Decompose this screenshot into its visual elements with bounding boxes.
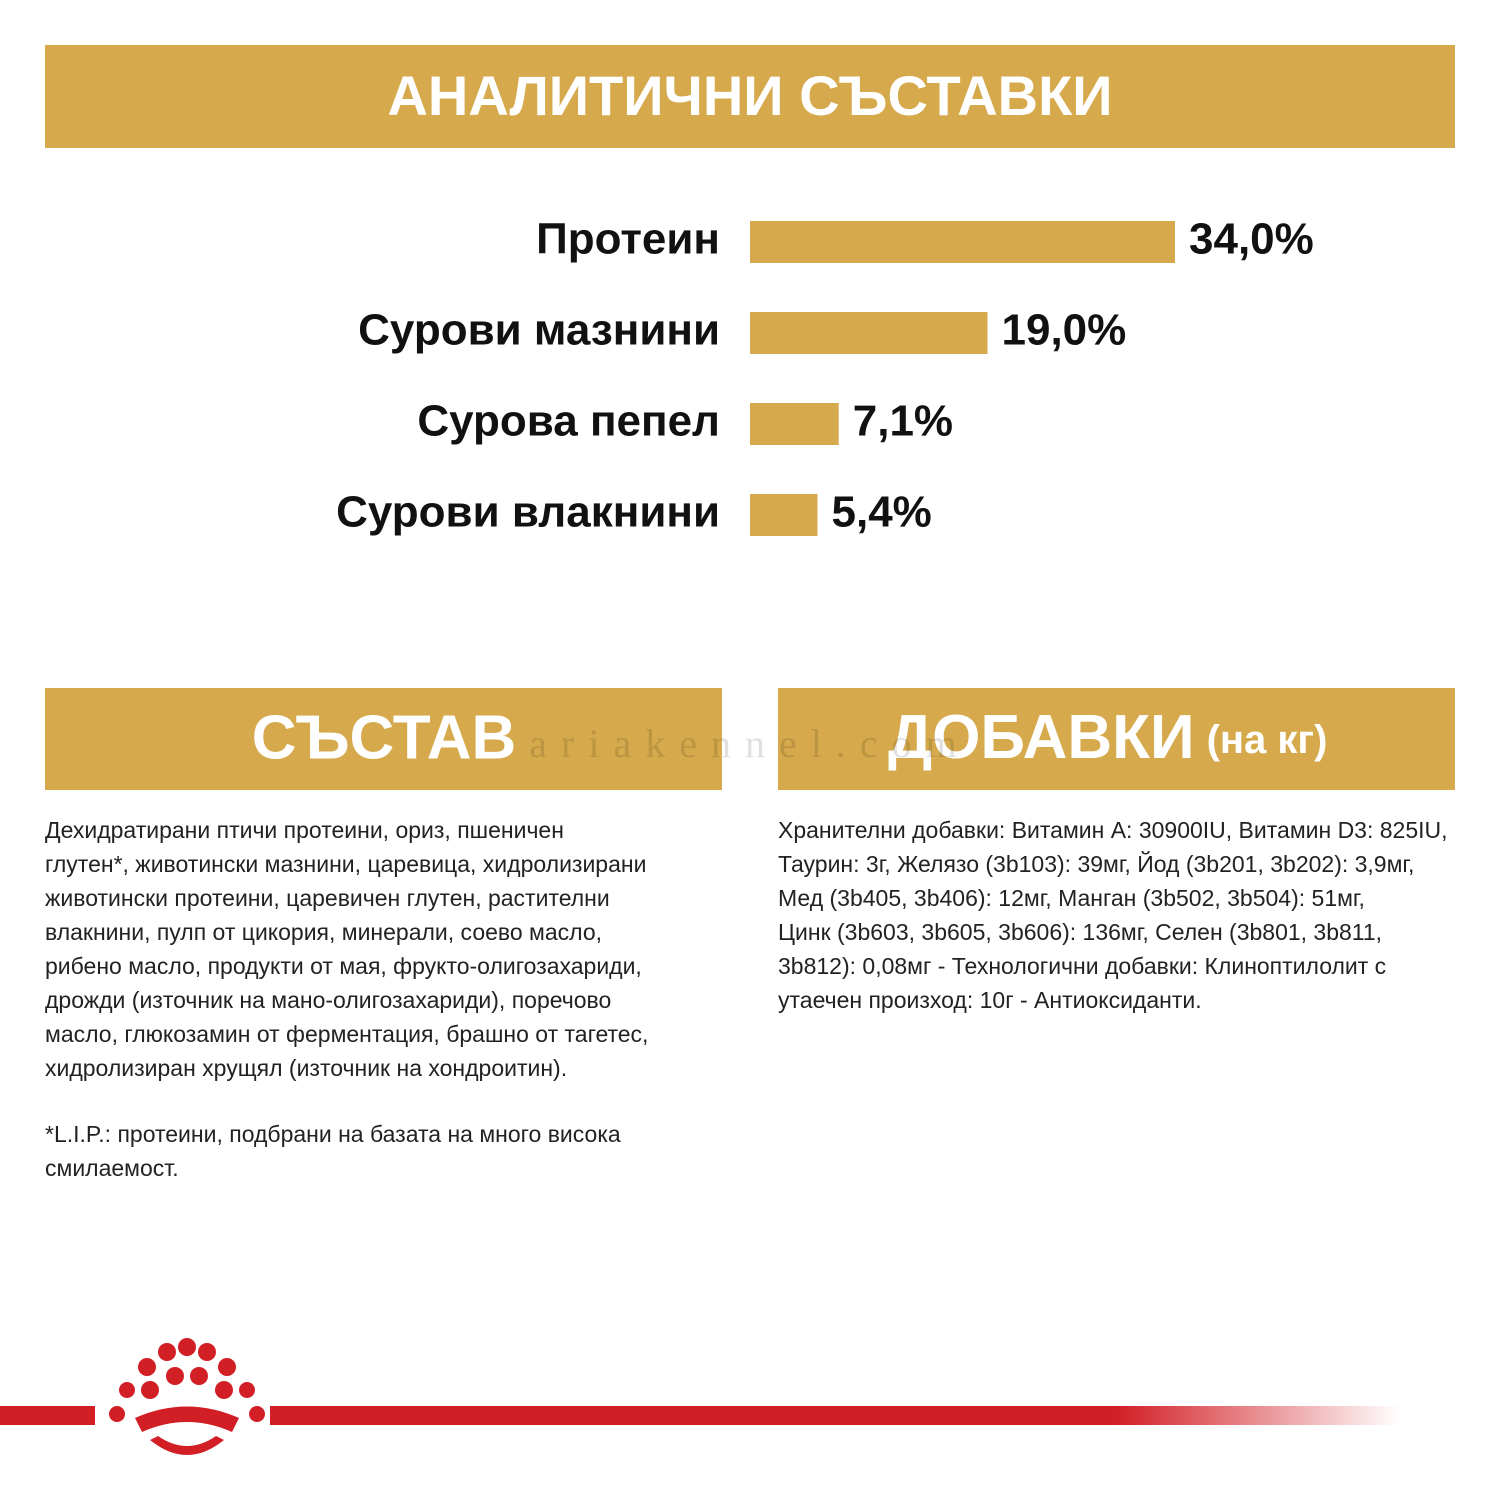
footnote-line: *L.I.P.: протеини, подбрани на базата на… [45,1121,621,1147]
value-label: 19,0% [1002,306,1127,355]
composition-text: Дехидратирани птичи протеини, ориз, пшен… [45,817,648,1181]
additives-line: Хранителни добавки: Витамин A: 30900IU, … [778,817,1448,843]
header-band [45,45,1455,148]
additives-band [778,688,1455,790]
value-label: 34,0% [1189,215,1314,264]
composition-line: Дехидратирани птичи протеини, ориз, пшен… [45,817,564,843]
additives-title: ДОБАВКИ (на кг) [888,703,1327,772]
additives-line: Цинк (3b603, 3b605, 3b606): 136мг, Селен… [778,919,1382,945]
logo [109,1338,265,1455]
bar-chart: Протеин 34,0% Сурови мазнини 19,0% Сурова пе… [336,215,1314,537]
bar [750,221,1175,263]
bar [750,312,988,354]
composition-line: масло, глюкозамин от ферментация, брашно… [45,1021,648,1047]
additives-unit: (на кг) [1207,718,1328,762]
category-label: Протеин [536,215,720,264]
composition-line: хидролизиран хрущял (източник на хондрои… [45,1055,567,1081]
footnote-line: смилаемост. [45,1155,179,1181]
bar [750,403,839,445]
category-label: Сурови влакнини [336,488,720,537]
composition-line: дрожди (източник на мано-олигозахариди),… [45,987,611,1013]
header-title: АНАЛИТИЧНИ СЪСТАВКИ [387,64,1112,127]
value-label: 5,4% [832,488,932,537]
composition-line: глутен*, животински мазнини, царевица, х… [45,851,646,877]
composition-line: влакнини, пулп от цикория, минерали, сое… [45,919,602,945]
value-label: 7,1% [853,397,953,446]
watermark: ariakennel.com [529,721,970,766]
additives-text: Хранителни добавки: Витамин A: 30900IU, … [778,817,1448,1013]
footer-stripe [0,1406,95,1425]
composition-line: животински протеини, царевичен глутен, р… [45,885,610,911]
composition-line: рибено масло, продукти от мая, фрукто-ол… [45,953,642,979]
additives-title-main: ДОБАВКИ [888,703,1195,772]
additives-line: 3b812): 0,08мг - Технологични добавки: К… [778,953,1386,979]
composition-band [45,688,722,790]
additives-line: Мед (3b405, 3b406): 12мг, Манган (3b502,… [778,885,1365,911]
category-label: Сурови мазнини [358,306,720,355]
additives-line: утаечен произход: 10г - Антиоксиданти. [778,987,1202,1013]
bar [750,494,818,536]
composition-title: СЪСТАВ [252,703,517,772]
footer-stripe [270,1406,1400,1425]
category-label: Сурова пепел [417,397,720,446]
additives-line: Таурин: 3г, Желязо (3b103): 39мг, Йод (3… [778,850,1414,877]
